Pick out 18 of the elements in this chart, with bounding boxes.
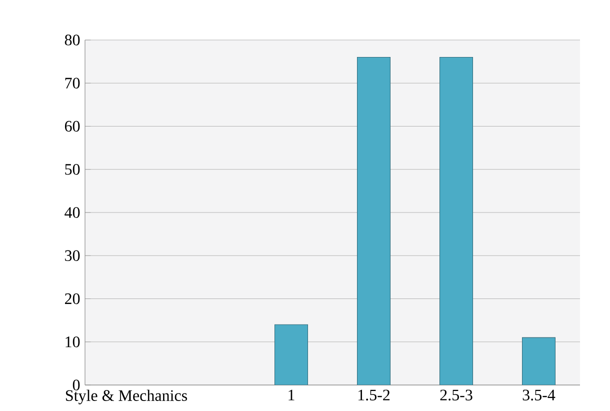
y-tick-label: 80 bbox=[64, 34, 80, 46]
bar bbox=[274, 324, 308, 385]
y-tick-label: 30 bbox=[65, 250, 80, 262]
x-tick-label: 1.5-2 bbox=[358, 390, 390, 401]
bar bbox=[356, 56, 391, 385]
x-tick-label: 1 bbox=[288, 390, 294, 400]
y-tick-label: 70 bbox=[65, 78, 80, 89]
y-tick-label: 20 bbox=[65, 293, 80, 304]
x-tick-label: 2.5-3 bbox=[440, 390, 472, 401]
y-tick-label: 50 bbox=[65, 164, 80, 175]
bar bbox=[439, 56, 474, 385]
y-tick-label: 0 bbox=[72, 380, 80, 390]
y-tick-label: 60 bbox=[64, 120, 80, 132]
x-tick-label: Style & Mechanics bbox=[66, 390, 188, 404]
x-tick-label: 3.5-4 bbox=[522, 390, 556, 401]
y-tick-label: 40 bbox=[64, 207, 80, 218]
bar bbox=[522, 337, 556, 385]
y-tick-label: 10 bbox=[66, 336, 80, 348]
